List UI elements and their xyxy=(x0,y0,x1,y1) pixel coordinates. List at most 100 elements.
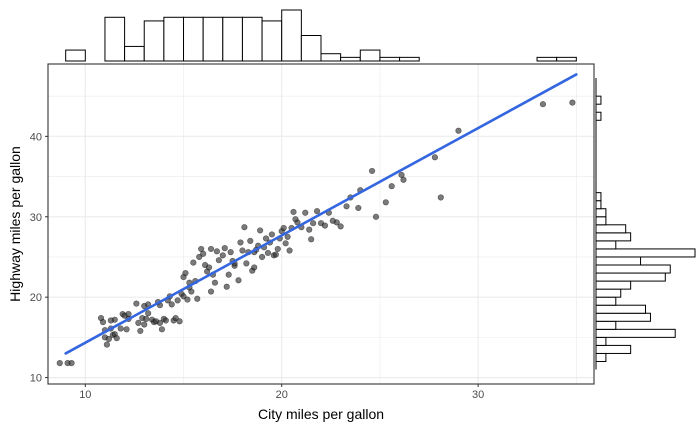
right-histogram-bar xyxy=(595,344,632,354)
scatter-point xyxy=(388,183,395,190)
right-histogram-bar xyxy=(595,304,646,314)
scatter-point xyxy=(211,279,219,286)
scatter-point xyxy=(172,314,179,322)
scatter-point xyxy=(56,359,63,367)
scatter-point xyxy=(292,216,299,223)
scatter-point xyxy=(158,326,166,333)
right-histogram-bar xyxy=(595,192,602,202)
top-histogram-bar xyxy=(556,56,577,62)
scatter-point xyxy=(156,319,164,326)
scatter-point xyxy=(258,253,266,261)
right-histogram-bar xyxy=(595,224,627,234)
scatter-point xyxy=(196,253,203,261)
right-histogram-bar xyxy=(595,95,602,105)
top-histogram-bar xyxy=(124,45,145,62)
right-histogram-bar xyxy=(595,248,696,258)
scatter-point xyxy=(103,341,111,348)
top-histogram-bar xyxy=(104,16,126,62)
scatter-point xyxy=(310,220,317,227)
scatter-point xyxy=(168,301,175,308)
scatter-point xyxy=(243,260,250,267)
scatter-point xyxy=(221,245,228,252)
scatter-point xyxy=(135,319,142,326)
scatter-point xyxy=(343,203,350,210)
scatter-point xyxy=(219,252,226,259)
scatter-point xyxy=(247,237,254,244)
top-histogram-bar xyxy=(163,16,185,62)
top-histogram-bar xyxy=(65,49,86,62)
top-histogram-bar xyxy=(300,35,322,62)
scatter-point xyxy=(123,326,130,333)
scatter-point xyxy=(321,222,329,229)
scatter-point xyxy=(372,213,380,220)
scatter-point xyxy=(241,224,248,231)
scatter-point xyxy=(68,359,75,367)
top-histogram-bar xyxy=(241,16,263,62)
scatter-point xyxy=(207,245,215,253)
top-histogram-bar xyxy=(281,9,302,62)
scatter-point xyxy=(337,223,344,230)
scatter-point xyxy=(569,99,576,106)
right-histogram-bar xyxy=(595,296,617,306)
scatter-point xyxy=(280,224,287,232)
scatter-point xyxy=(306,226,313,233)
scatter-point xyxy=(308,236,315,243)
scatter-point xyxy=(145,310,152,317)
top-histogram-bar xyxy=(359,49,381,62)
scatter-point xyxy=(223,283,230,290)
scatter-point xyxy=(239,247,246,254)
y-tick-label: 30 xyxy=(30,212,42,224)
scatter-point xyxy=(237,239,244,246)
right-histogram-bar xyxy=(595,336,607,346)
scatter-point xyxy=(180,293,187,300)
scatter-point xyxy=(455,127,462,134)
x-tick-label: 10 xyxy=(79,389,91,401)
top-histogram-bar xyxy=(399,56,420,62)
right-histogram-bar xyxy=(595,320,617,330)
scatter-point xyxy=(282,240,289,247)
scatter-point xyxy=(264,249,272,257)
x-tick-label: 30 xyxy=(472,389,484,401)
scatter-point xyxy=(190,259,197,266)
scatter-point xyxy=(184,296,191,303)
scatter-point xyxy=(437,194,444,201)
right-histogram-bar xyxy=(595,312,651,322)
x-axis-label: City miles per gallon xyxy=(258,406,384,422)
scatter-point xyxy=(205,264,213,271)
right-histogram-bar xyxy=(595,200,602,210)
panel-border xyxy=(47,63,595,385)
scatter-point xyxy=(235,277,242,284)
top-histogram-bar xyxy=(320,53,342,62)
scatter-point xyxy=(162,317,169,324)
top-histogram-bar xyxy=(340,56,361,62)
y-axis-label: Highway miles per gallon xyxy=(7,146,23,302)
scatter-point xyxy=(431,154,439,161)
right-histogram-bar xyxy=(595,288,622,298)
scatter-point xyxy=(105,335,112,343)
scatter-point xyxy=(213,248,221,255)
scatter-point xyxy=(99,318,107,326)
scatter-point xyxy=(268,231,275,238)
scatter-point xyxy=(302,209,309,216)
scatter-point xyxy=(225,271,232,278)
scatter-point xyxy=(382,199,389,206)
top-histogram-bar xyxy=(536,56,558,62)
top-histogram-bar xyxy=(202,16,224,62)
right-histogram-bar xyxy=(595,280,632,290)
scatter-point xyxy=(262,235,270,242)
scatter-point xyxy=(176,318,183,325)
scatter-point xyxy=(227,249,234,256)
scatter-point xyxy=(284,233,291,240)
scatter-point xyxy=(125,310,132,318)
scatter-point xyxy=(207,288,215,295)
y-tick-label: 40 xyxy=(30,131,42,143)
scatter-point xyxy=(400,176,407,183)
scatter-point xyxy=(133,300,140,307)
right-histogram-bar xyxy=(595,111,602,121)
right-histogram-bar xyxy=(595,232,632,242)
right-histogram-bar xyxy=(595,208,607,218)
scatter-point xyxy=(143,315,150,322)
top-histogram-bar xyxy=(261,20,283,62)
top-histogram-bar xyxy=(379,56,401,62)
scatter-point xyxy=(313,208,321,215)
